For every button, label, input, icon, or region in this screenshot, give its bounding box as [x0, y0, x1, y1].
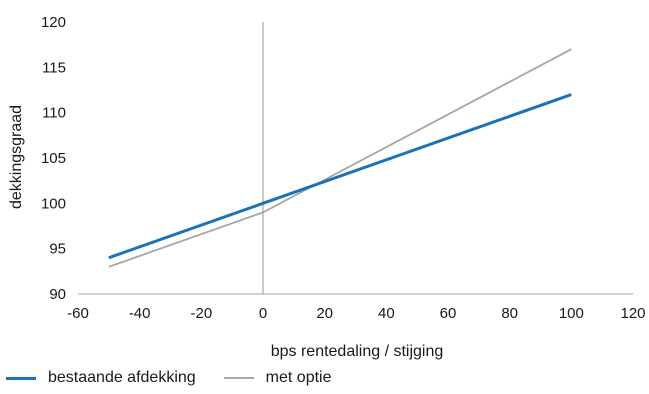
series-line-bestaande-afdekking: [108, 93, 572, 260]
y-axis-label: dekkingsgraad: [8, 105, 25, 209]
x-tick-label: -40: [129, 305, 151, 322]
y-tick-label: 110: [42, 105, 66, 122]
x-axis-label: bps rentedaling / stijging: [271, 343, 444, 360]
series-line-met-optie: [108, 48, 572, 268]
y-tick-label: 120: [41, 14, 66, 31]
x-tick-label: 20: [316, 305, 333, 322]
y-tick-label: 90: [49, 286, 66, 303]
legend: bestaande afdekking met optie: [6, 369, 359, 387]
y-axis-ticks: 90 95 100 105 110 115 120: [41, 14, 66, 303]
legend-label-bestaande-afdekking: bestaande afdekking: [48, 369, 196, 386]
x-axis-ticks: -60 -40 -20 0 20 40 60 80 100 120: [67, 305, 645, 322]
legend-item-bestaande-afdekking: bestaande afdekking: [6, 369, 196, 387]
y-tick-label: 100: [41, 195, 66, 212]
series-layer: [108, 48, 572, 268]
x-tick-label: -60: [67, 305, 89, 322]
x-tick-label: 40: [378, 305, 395, 322]
x-tick-label: 0: [259, 305, 267, 322]
y-tick-label: 105: [41, 150, 66, 167]
x-tick-label: 60: [440, 305, 457, 322]
x-tick-label: 80: [501, 305, 518, 322]
legend-swatch-met-optie: [223, 377, 254, 379]
y-tick-label: 115: [42, 59, 66, 76]
y-tick-label: 95: [49, 241, 66, 258]
x-tick-label: 100: [559, 305, 584, 322]
legend-item-met-optie: met optie: [223, 369, 332, 387]
x-tick-label: 120: [620, 305, 645, 322]
legend-label-met-optie: met optie: [265, 369, 332, 386]
x-tick-label: -20: [190, 305, 212, 322]
legend-swatch-bestaande-afdekking: [6, 376, 36, 380]
